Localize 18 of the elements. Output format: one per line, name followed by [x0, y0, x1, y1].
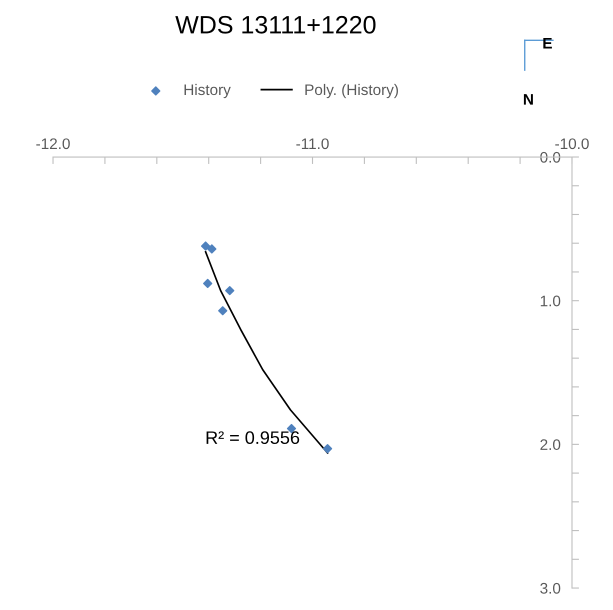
- point: [322, 444, 332, 454]
- y-tick-label: 1.0: [540, 296, 560, 306]
- x-tick-label: -10.0: [555, 138, 589, 150]
- point: [218, 306, 228, 316]
- point: [200, 241, 210, 251]
- y-tick-label: 3.0: [540, 582, 560, 594]
- text: E: [543, 38, 552, 48]
- annotation: R² = 0.9556: [206, 431, 300, 444]
- legend-label: Poly. (History): [305, 84, 398, 98]
- legend-label: History: [184, 84, 231, 98]
- point: [207, 244, 216, 254]
- x-tick-label: -11.0: [296, 138, 329, 150]
- text: N: [524, 94, 533, 105]
- point: [225, 286, 234, 296]
- x-tick-label: -12.0: [36, 138, 70, 150]
- chart-title: WDS 13111+1220: [175, 16, 376, 34]
- point: [203, 278, 212, 288]
- y-tick-label: 2.0: [540, 439, 560, 450]
